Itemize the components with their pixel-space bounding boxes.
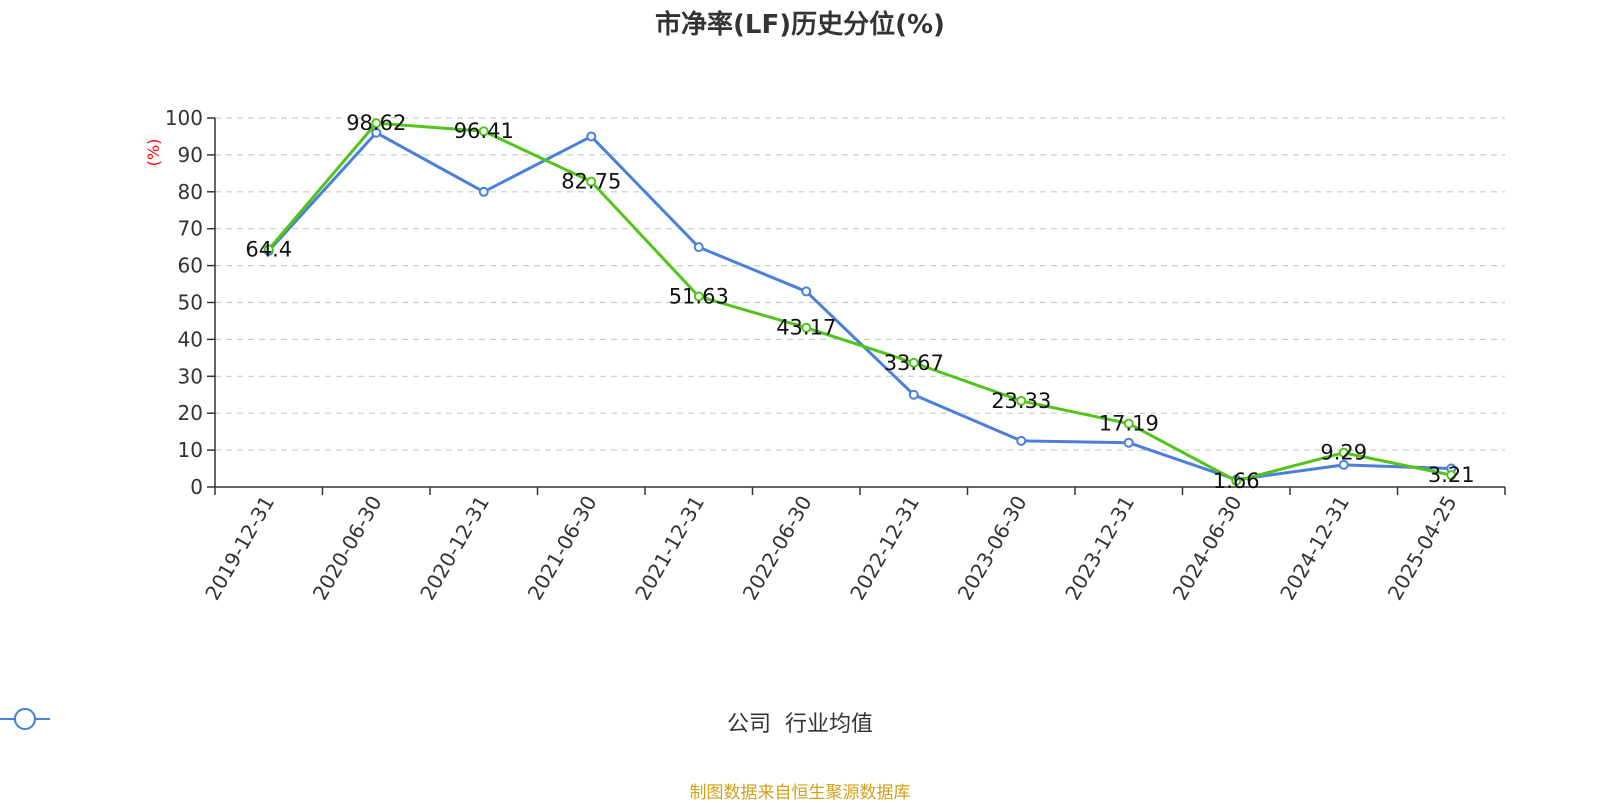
data-label-company: 51.63 bbox=[669, 284, 729, 308]
legend-industry-label: 行业均值 bbox=[785, 712, 874, 737]
x-tick-label: 2019-12-31 bbox=[200, 492, 279, 605]
data-point-company bbox=[1231, 475, 1242, 486]
x-tick-label: 2023-12-31 bbox=[1060, 492, 1139, 605]
legend-item-industry[interactable]: 行业均值 bbox=[0, 706, 874, 738]
data-point-company bbox=[801, 322, 812, 333]
x-tick-label: 2020-06-30 bbox=[308, 492, 387, 605]
data-label-company: 33.67 bbox=[884, 351, 944, 375]
data-point-company bbox=[478, 126, 489, 137]
legend-industry-marker-icon bbox=[0, 708, 50, 730]
series-line-company bbox=[267, 121, 1452, 483]
data-point-industry bbox=[1016, 435, 1027, 446]
data-label-company: 43.17 bbox=[776, 316, 836, 340]
data-point-company bbox=[1446, 470, 1457, 481]
x-tick-label: 2024-06-30 bbox=[1168, 492, 1247, 605]
data-label-company: 3.21 bbox=[1428, 463, 1475, 487]
y-tick-label: 100 bbox=[165, 106, 203, 130]
y-tick-label: 30 bbox=[178, 364, 203, 388]
data-point-company bbox=[1338, 447, 1349, 458]
y-tick-label: 60 bbox=[178, 254, 203, 278]
chart-legend: 公司 行业均值 bbox=[0, 706, 1600, 738]
data-point-company bbox=[1016, 395, 1027, 406]
x-tick-label: 2023-06-30 bbox=[953, 492, 1032, 605]
data-point-company bbox=[586, 176, 597, 187]
y-tick-label: 80 bbox=[178, 180, 203, 204]
chart-title: 市净率(LF)历史分位(%) bbox=[655, 10, 945, 40]
data-label-company: 64.4 bbox=[245, 237, 292, 261]
data-point-company bbox=[263, 244, 274, 255]
data-point-company bbox=[1123, 418, 1134, 429]
data-point-industry bbox=[908, 389, 919, 400]
data-source-note: 制图数据来自恒生聚源数据库 bbox=[689, 783, 911, 803]
x-tick-label: 2022-06-30 bbox=[738, 492, 817, 605]
x-tick-label: 2021-12-31 bbox=[630, 492, 709, 605]
x-tick-label: 2025-04-25 bbox=[1383, 492, 1462, 605]
data-point-industry bbox=[371, 127, 382, 138]
y-tick-label: 0 bbox=[190, 475, 203, 499]
data-point-company bbox=[371, 118, 382, 129]
x-tick-label: 2020-12-31 bbox=[415, 492, 494, 605]
data-point-industry bbox=[1123, 437, 1134, 448]
data-label-company: 96.41 bbox=[454, 119, 514, 143]
legend-item-company[interactable]: 公司 bbox=[0, 706, 771, 738]
x-tick-label: 2024-12-31 bbox=[1275, 492, 1354, 605]
data-point-industry bbox=[1338, 459, 1349, 470]
y-tick-label: 50 bbox=[178, 291, 203, 315]
data-point-industry bbox=[801, 286, 812, 297]
y-tick-label: 10 bbox=[178, 438, 203, 462]
y-tick-label: 40 bbox=[178, 327, 203, 351]
data-point-industry bbox=[586, 131, 597, 142]
data-point-company bbox=[908, 357, 919, 368]
data-label-company: 1.66 bbox=[1213, 469, 1260, 493]
data-label-company: 82.75 bbox=[561, 170, 621, 194]
x-tick-label: 2021-06-30 bbox=[523, 492, 602, 605]
series-line-industry bbox=[267, 131, 1452, 482]
data-point-industry bbox=[478, 186, 489, 197]
y-tick-label: 20 bbox=[178, 401, 203, 425]
legend-company-label: 公司 bbox=[726, 712, 771, 737]
y-axis-label: (%) bbox=[144, 139, 163, 167]
data-label-company: 98.62 bbox=[346, 111, 406, 135]
x-tick-label: 2022-12-31 bbox=[845, 492, 924, 605]
data-label-company: 17.19 bbox=[1099, 412, 1159, 436]
data-point-industry bbox=[693, 242, 704, 253]
y-tick-label: 90 bbox=[178, 143, 203, 167]
data-label-company: 23.33 bbox=[991, 389, 1051, 413]
data-label-company: 9.29 bbox=[1320, 441, 1367, 465]
data-point-company bbox=[693, 291, 704, 302]
y-tick-label: 70 bbox=[178, 217, 203, 241]
